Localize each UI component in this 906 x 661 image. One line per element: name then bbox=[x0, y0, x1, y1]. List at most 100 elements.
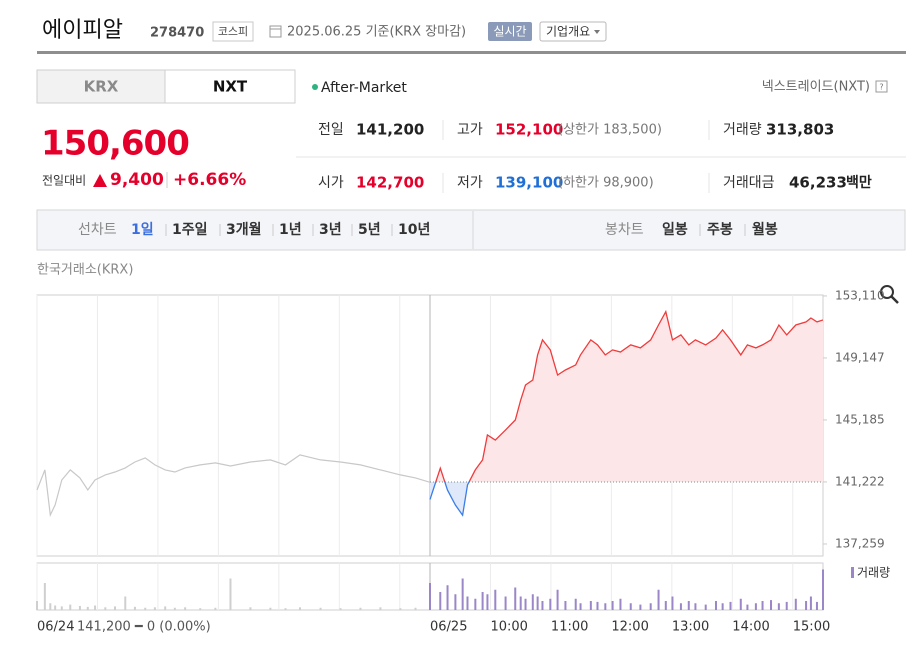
stat-value: 313,803 bbox=[766, 121, 834, 139]
volume-bar bbox=[536, 596, 539, 610]
stock-code: 278470 bbox=[150, 26, 204, 41]
date: 2025.06.25 기준(KRX 장마감) bbox=[287, 25, 466, 40]
volume-bar bbox=[269, 607, 272, 610]
y-tick-label: 137,259 bbox=[835, 536, 885, 550]
y-tick-label: 141,222 bbox=[835, 474, 885, 488]
volume-bar bbox=[153, 607, 156, 610]
volume-bar bbox=[494, 589, 497, 610]
candle-label: 봉차트 bbox=[605, 222, 644, 238]
volume-bar bbox=[94, 605, 97, 610]
period-item: 3개월 bbox=[226, 221, 262, 238]
volume-bar bbox=[629, 603, 632, 610]
volume-bar bbox=[454, 594, 457, 610]
volume-bar bbox=[229, 578, 232, 610]
period-item: 1일 bbox=[131, 222, 154, 238]
stock-name: 에이피알 bbox=[42, 18, 123, 43]
market: 코스피 bbox=[218, 25, 248, 38]
help-mark: ? bbox=[879, 83, 883, 92]
tab-nxt[interactable] bbox=[164, 69, 296, 104]
volume-bar bbox=[36, 601, 38, 610]
volume-bar bbox=[104, 607, 107, 610]
volume-bar bbox=[679, 603, 682, 610]
volume-bar bbox=[359, 607, 362, 610]
candle-item: 월봉 bbox=[752, 221, 778, 238]
realtime: 실시간 bbox=[493, 25, 526, 39]
candle-item: 일봉 bbox=[662, 222, 688, 238]
volume-bar bbox=[729, 601, 732, 610]
volume-bar bbox=[446, 585, 449, 610]
stat-label: 거래대금 bbox=[723, 175, 775, 191]
stat-value: 142,700 bbox=[356, 174, 424, 192]
area-fill bbox=[430, 481, 470, 516]
header-rule bbox=[37, 51, 906, 54]
volume-bar bbox=[466, 596, 469, 610]
volume-bar bbox=[49, 603, 52, 610]
volume-bar bbox=[564, 601, 567, 610]
y-tick-label: 153,110 bbox=[835, 288, 885, 302]
stat-label: 거래량 bbox=[723, 122, 762, 138]
volume-bar bbox=[664, 601, 667, 610]
x-tick-label: 13:00 bbox=[672, 620, 709, 635]
volume-bar bbox=[687, 601, 690, 610]
stat-note: (하한가 98,900) bbox=[558, 176, 654, 191]
x-tick-label: 15:00 bbox=[793, 620, 830, 635]
volume-bar bbox=[596, 601, 599, 610]
volume-bar bbox=[556, 589, 559, 610]
volume-bar bbox=[164, 606, 167, 610]
market-badge bbox=[212, 21, 254, 42]
change-rate: +6.66% bbox=[173, 170, 246, 190]
volume-bar bbox=[549, 598, 552, 610]
period-item: 10년 bbox=[398, 222, 430, 238]
volume-bar bbox=[284, 608, 287, 610]
volume-bar bbox=[541, 601, 544, 610]
volume-bar bbox=[173, 607, 176, 610]
help-icon[interactable] bbox=[875, 80, 888, 93]
stat-note: (상한가 183,500) bbox=[558, 123, 662, 138]
volume-bar bbox=[574, 598, 577, 610]
volume-bar bbox=[746, 604, 749, 610]
volume-bar bbox=[214, 607, 217, 610]
change-label: 전일대비 bbox=[42, 174, 86, 188]
change: 9,400 bbox=[110, 170, 164, 190]
volume-bar bbox=[694, 603, 697, 610]
volume-bar bbox=[761, 601, 764, 610]
calendar-icon bbox=[269, 25, 282, 38]
stat-value: 152,100 bbox=[495, 121, 563, 139]
volume-bar bbox=[78, 605, 81, 610]
tab-krx[interactable] bbox=[36, 69, 166, 104]
y-tick-label: 149,147 bbox=[835, 350, 885, 364]
period-item: 5년 bbox=[358, 222, 381, 238]
volume-bar bbox=[144, 607, 147, 610]
period-bar bbox=[36, 209, 906, 251]
volume-bar bbox=[809, 596, 812, 610]
volume-bar bbox=[481, 592, 484, 610]
legend-swatch bbox=[851, 567, 854, 578]
volume-bar bbox=[639, 604, 642, 610]
stat-value: 139,100 bbox=[495, 174, 563, 192]
search-icon[interactable] bbox=[880, 285, 899, 304]
volume-bar bbox=[604, 603, 607, 610]
footer-note: 141,200 ━ 0 (0.00%) bbox=[77, 620, 211, 635]
volume-bar bbox=[671, 596, 674, 610]
y-tick-label: 145,185 bbox=[835, 412, 885, 426]
volume-bar bbox=[739, 598, 742, 610]
volume-bar bbox=[399, 608, 402, 610]
volume-bar bbox=[113, 606, 116, 610]
x-tick-label: 06/24 bbox=[37, 620, 74, 635]
volume-bar bbox=[657, 589, 660, 610]
volume-bar bbox=[611, 601, 614, 610]
period-item: 1주일 bbox=[172, 222, 208, 238]
volume-bar bbox=[86, 606, 89, 610]
company-button[interactable] bbox=[539, 21, 607, 42]
volume-bar bbox=[619, 598, 622, 610]
realtime-button[interactable] bbox=[488, 22, 532, 41]
volume-bar bbox=[199, 608, 202, 610]
volume-bar bbox=[124, 596, 127, 610]
volume-bar bbox=[461, 578, 464, 610]
x-tick-label: 11:00 bbox=[551, 620, 588, 635]
volume-bar bbox=[379, 607, 382, 610]
price-line bbox=[36, 454, 431, 518]
volume-bar bbox=[794, 598, 797, 610]
price-line bbox=[435, 309, 823, 482]
